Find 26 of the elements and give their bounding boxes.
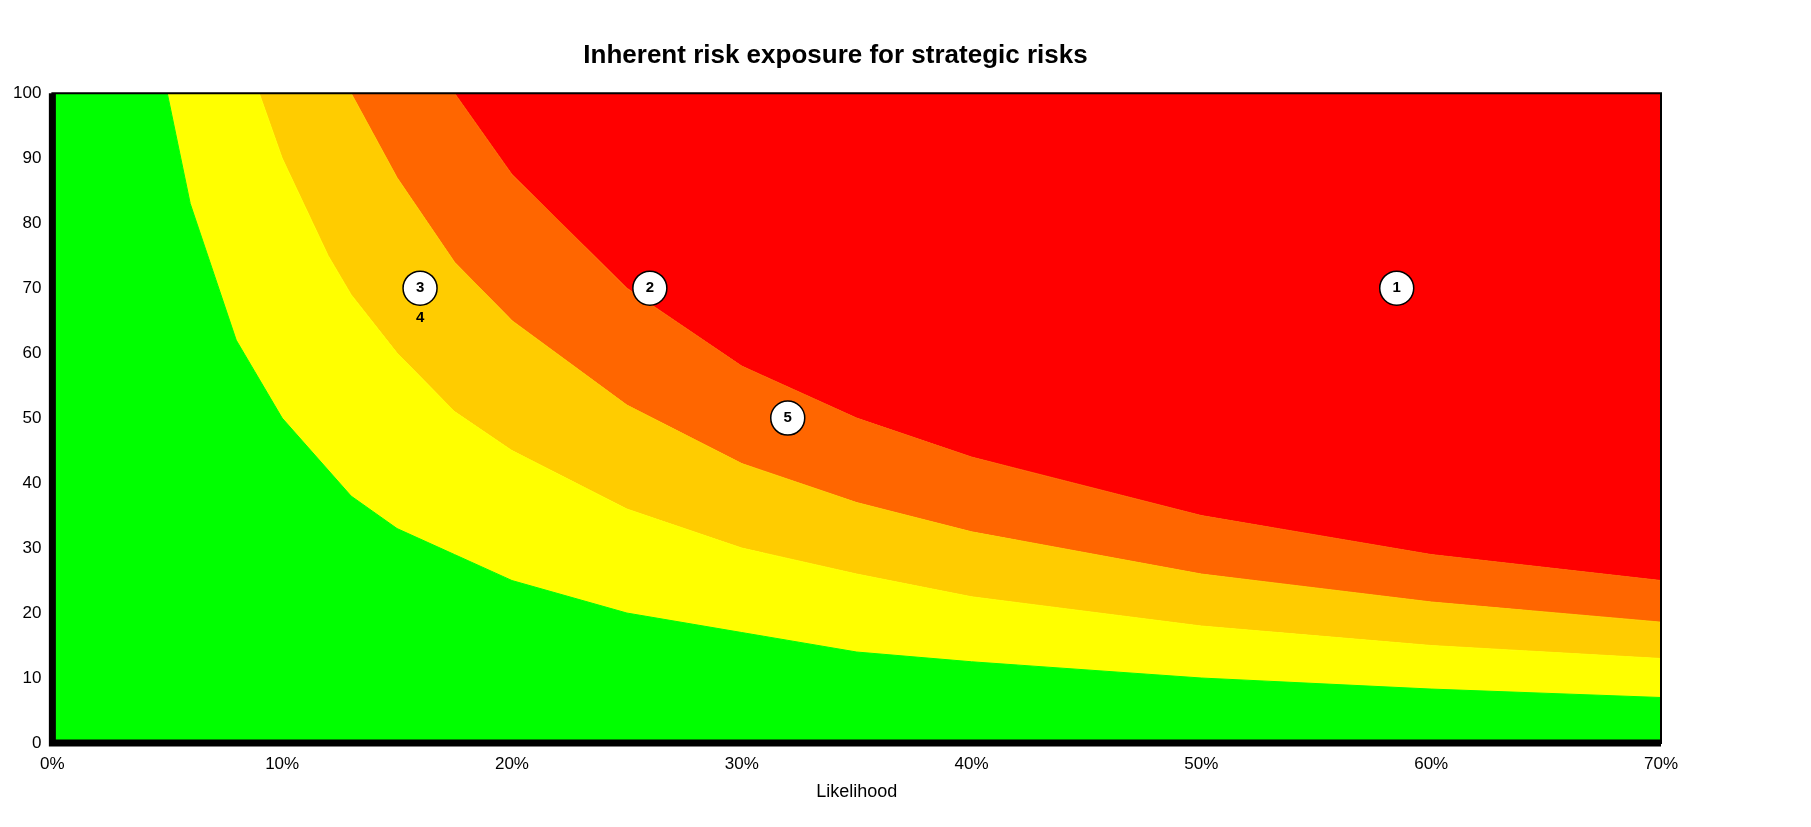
- x-tick-label: 0%: [40, 753, 65, 773]
- y-tick-label: 0: [31, 732, 42, 752]
- annotation: 4: [415, 308, 425, 326]
- y-tick-label: 20: [22, 602, 42, 622]
- y-tick-label: 10: [22, 667, 42, 687]
- x-tick-label: 40%: [954, 753, 989, 773]
- x-tick-label: 70%: [1643, 753, 1679, 773]
- x-tick-label: 20%: [494, 753, 529, 773]
- y-tick-label: 70: [22, 277, 42, 297]
- x-tick-label: 50%: [1184, 753, 1219, 773]
- y-tick-label: 50: [22, 407, 42, 427]
- annotation: 1: [1392, 278, 1401, 296]
- x-tick-label: 60%: [1414, 753, 1449, 773]
- y-tick-label: 30: [22, 537, 42, 557]
- x-axis-title: Likelihood: [816, 781, 898, 802]
- y-tick-label: 80: [22, 212, 42, 232]
- x-tick-label: 10%: [265, 753, 300, 773]
- annotation: 2: [645, 278, 655, 296]
- chart-title: Inherent risk exposure for strategic risks: [583, 38, 1088, 69]
- y-tick-label: 100: [12, 82, 42, 102]
- y-tick-label: 90: [22, 147, 42, 167]
- annotation: 3: [415, 278, 425, 296]
- y-tick-label: 60: [22, 342, 42, 362]
- x-tick-label: 30%: [724, 753, 759, 773]
- annotation: 5: [783, 408, 792, 426]
- y-tick-label: 40: [22, 472, 42, 492]
